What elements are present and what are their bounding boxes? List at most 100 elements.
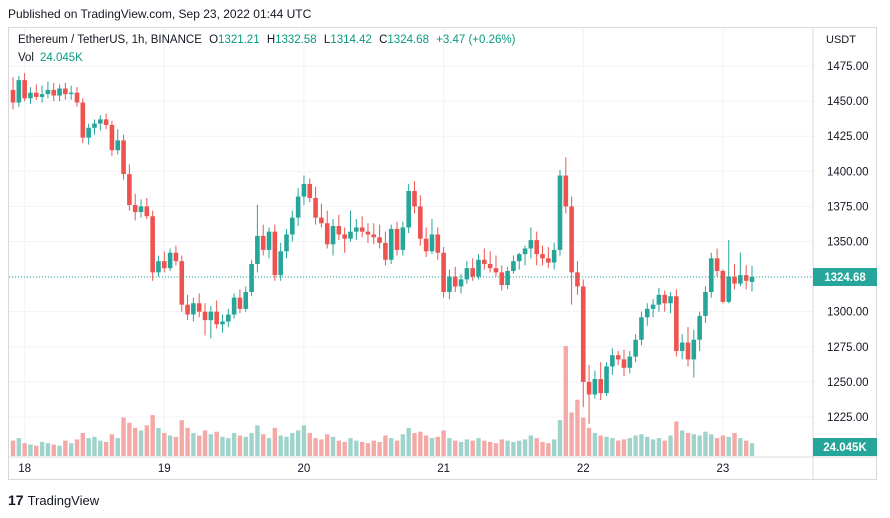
candle-body bbox=[662, 294, 668, 304]
volume-bar bbox=[92, 436, 97, 456]
volume-bar bbox=[586, 427, 592, 456]
change-value: +3.47 (+0.26%) bbox=[436, 34, 516, 46]
candle-body bbox=[499, 272, 505, 286]
volume-bar bbox=[499, 439, 504, 456]
candle-body bbox=[639, 317, 644, 340]
candle bbox=[336, 214, 342, 241]
price-tick-label: 1225.00 bbox=[827, 412, 869, 424]
candle-body bbox=[167, 252, 173, 269]
candle bbox=[354, 219, 359, 241]
candle bbox=[74, 87, 80, 107]
candle-body bbox=[516, 254, 522, 262]
volume-bar bbox=[39, 441, 45, 456]
candle-body bbox=[214, 311, 219, 325]
candle-body bbox=[569, 206, 574, 273]
volume-bar bbox=[575, 399, 580, 456]
volume-bar bbox=[301, 425, 307, 456]
candle bbox=[127, 164, 132, 211]
candle-body bbox=[586, 381, 592, 395]
volume-bar bbox=[132, 427, 138, 456]
candle bbox=[97, 115, 103, 131]
volume-bar bbox=[365, 443, 371, 456]
symbol-name[interactable]: Ethereum / TetherUS, 1h, BINANCE bbox=[18, 34, 202, 46]
candle-body bbox=[161, 261, 167, 269]
volume-bar bbox=[10, 440, 16, 456]
last-volume-value: 24.045K bbox=[823, 442, 867, 454]
volume-bar bbox=[697, 435, 702, 456]
candle-body bbox=[726, 276, 732, 302]
volume-bar bbox=[674, 421, 679, 456]
volume-label: Vol bbox=[18, 52, 34, 64]
candle-body bbox=[388, 228, 394, 260]
volume-bar bbox=[202, 430, 208, 456]
tradingview-logo-icon[interactable]: 17 bbox=[8, 492, 24, 508]
volume-bar bbox=[691, 434, 697, 456]
candle-body bbox=[330, 226, 336, 245]
price-tick-label: 1350.00 bbox=[827, 236, 869, 248]
candle-body bbox=[319, 217, 324, 224]
candle bbox=[557, 169, 563, 256]
candle bbox=[604, 362, 609, 396]
volume-bar bbox=[581, 417, 586, 456]
volume-bar bbox=[220, 436, 225, 456]
candle-body bbox=[196, 303, 202, 312]
candle bbox=[569, 196, 574, 305]
candle-body bbox=[249, 263, 254, 293]
volume-bar bbox=[313, 438, 318, 456]
candle-body bbox=[63, 88, 68, 95]
candle-body bbox=[57, 88, 62, 96]
candle bbox=[45, 81, 51, 99]
candle-body bbox=[51, 89, 57, 96]
candle bbox=[22, 73, 27, 102]
high-value: 1332.58 bbox=[275, 34, 317, 46]
volume-bar bbox=[284, 436, 289, 456]
candle bbox=[598, 362, 604, 401]
volume-bar bbox=[307, 432, 312, 456]
candle bbox=[290, 210, 295, 242]
candle-body bbox=[714, 258, 720, 271]
candle-body bbox=[610, 355, 615, 367]
currency-label[interactable]: USDT bbox=[826, 34, 856, 46]
candle-body bbox=[290, 217, 295, 235]
candle-body bbox=[208, 311, 214, 321]
candle-body bbox=[633, 339, 638, 357]
candle bbox=[33, 84, 39, 100]
volume-bar bbox=[528, 435, 534, 456]
candle-body bbox=[144, 206, 150, 217]
volume-bar bbox=[80, 432, 86, 456]
time-tick-label: 19 bbox=[158, 463, 171, 475]
candle-body bbox=[656, 294, 662, 305]
candle bbox=[528, 227, 534, 259]
candle-body bbox=[580, 286, 586, 382]
candle bbox=[144, 197, 150, 220]
candles bbox=[10, 73, 755, 424]
candle-body bbox=[225, 314, 231, 322]
volume-bar bbox=[738, 438, 743, 456]
candle-body bbox=[720, 270, 726, 302]
candle-body bbox=[191, 303, 196, 315]
candle bbox=[447, 269, 452, 300]
candle bbox=[243, 286, 249, 312]
candle bbox=[301, 175, 307, 205]
volume-bar bbox=[650, 439, 656, 456]
volume-bar bbox=[720, 435, 726, 456]
volume-bar bbox=[505, 440, 510, 456]
volume-bar bbox=[290, 432, 295, 456]
volume-bar bbox=[185, 427, 190, 456]
volume-bar bbox=[86, 438, 91, 456]
candle-body bbox=[650, 304, 656, 309]
candle-body bbox=[743, 275, 749, 281]
candle bbox=[586, 365, 592, 424]
candle bbox=[237, 289, 243, 314]
volume-bar bbox=[191, 432, 196, 456]
candle-body bbox=[324, 223, 330, 245]
candle-body bbox=[674, 296, 679, 351]
volume-bar bbox=[266, 438, 272, 456]
price-axis: 1225.001250.001275.001300.001325.001350.… bbox=[827, 61, 869, 424]
candle bbox=[28, 87, 33, 104]
candle-body bbox=[447, 276, 452, 293]
candle-body bbox=[615, 355, 621, 360]
brand-name[interactable]: TradingView bbox=[27, 492, 100, 508]
candle bbox=[743, 265, 749, 290]
